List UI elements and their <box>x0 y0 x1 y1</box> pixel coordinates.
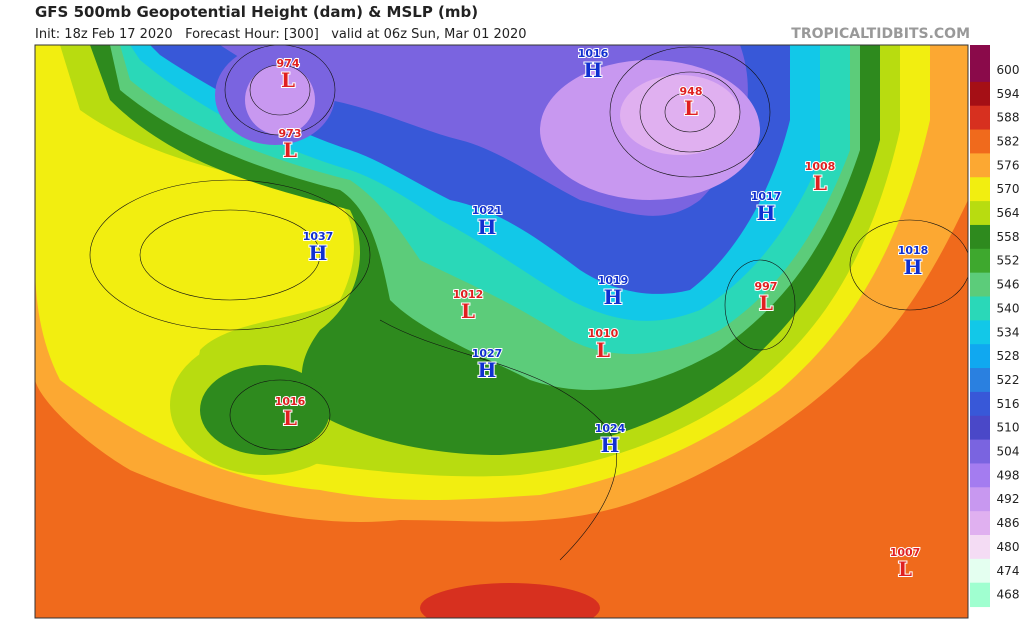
colorbar-cell <box>970 415 990 441</box>
colorbar-label: 528 <box>997 349 1020 363</box>
colorbar-cell <box>970 487 990 512</box>
colorbar-label: 546 <box>997 278 1020 292</box>
colorbar-label: 588 <box>997 111 1020 125</box>
center-value: 1012 <box>453 288 484 301</box>
center-value: 1037 <box>303 230 334 243</box>
colorbar-cell <box>970 129 990 154</box>
colorbar-cell <box>970 296 990 321</box>
colorbar-cell <box>970 272 990 297</box>
colorbar-label: 522 <box>997 373 1020 387</box>
colorbar-cell <box>970 511 990 536</box>
source: TROPICALTIDBITS.COM <box>791 26 970 42</box>
center-letter: H <box>757 201 776 225</box>
center-value: 973 <box>279 127 302 140</box>
center-letter: L <box>283 406 297 430</box>
colorbar-label: 594 <box>997 87 1020 101</box>
center-letter: H <box>478 358 497 382</box>
center-letter: L <box>759 291 773 315</box>
colorbar-cell <box>970 582 990 608</box>
colorbar-label: 474 <box>997 564 1020 578</box>
colorbar-label: 540 <box>997 301 1020 315</box>
center-letter: L <box>596 338 610 362</box>
colorbar-cell <box>970 391 990 417</box>
colorbar-label: 516 <box>997 397 1020 411</box>
center-value: 1016 <box>275 395 306 408</box>
center-value: 1010 <box>588 327 619 340</box>
colorbar: 600 594 588 582 576 570 564 558 552 546 540 534 528 5… <box>970 45 1020 608</box>
center-letter: H <box>584 58 603 82</box>
colorbar-label: 492 <box>997 492 1020 506</box>
center-value: 1021 <box>472 204 503 217</box>
colorbar-label: 510 <box>997 421 1020 435</box>
colorbar-cell <box>970 368 990 393</box>
center-value: 1019 <box>598 274 629 287</box>
colorbar-cell <box>970 320 990 345</box>
colorbar-cell <box>970 201 990 226</box>
center-value: 1027 <box>472 347 503 360</box>
center-value: 948 <box>680 85 703 98</box>
height-field <box>34 44 969 619</box>
center-letter: L <box>684 96 698 120</box>
colorbar-label: 600 <box>997 63 1020 77</box>
colorbar-label: 570 <box>997 182 1020 196</box>
colorbar-label: 558 <box>997 230 1020 244</box>
center-value: 1016 <box>578 47 609 60</box>
colorbar-label: 498 <box>997 468 1020 482</box>
colorbar-cell <box>970 105 990 131</box>
center-letter: H <box>604 285 623 309</box>
center-value: 974 <box>277 57 300 70</box>
colorbar-cell <box>970 58 990 83</box>
colorbar-label: 468 <box>997 588 1020 602</box>
center-letter: L <box>461 299 475 323</box>
center-letter: L <box>281 68 295 92</box>
colorbar-label: 552 <box>997 254 1020 268</box>
colorbar-cell <box>970 463 990 488</box>
pressure-centers: 974L973L1037H1016L1027H1012L1021H1016H94… <box>274 46 930 582</box>
colorbar-label: 504 <box>997 445 1020 459</box>
center-letter: L <box>283 138 297 162</box>
center-letter: H <box>904 255 923 279</box>
colorbar-cell <box>970 224 990 250</box>
center-value: 1007 <box>890 546 921 559</box>
center-value: 997 <box>755 280 778 293</box>
center-value: 1018 <box>898 244 929 257</box>
colorbar-label: 480 <box>997 540 1020 554</box>
center-letter: H <box>601 433 620 457</box>
colorbar-cell <box>970 248 990 274</box>
colorbar-cell <box>970 177 990 202</box>
colorbar-top <box>970 45 990 58</box>
colorbar-label: 564 <box>997 206 1020 220</box>
center-value: 1017 <box>751 190 782 203</box>
center-value: 1008 <box>805 160 836 173</box>
colorbar-cell <box>970 535 990 560</box>
colorbar-cell <box>970 81 990 107</box>
colorbar-cell <box>970 558 990 584</box>
center-letter: H <box>309 241 328 265</box>
title: GFS 500mb Geopotential Height (dam) & MS… <box>35 3 478 21</box>
colorbar-label: 576 <box>997 158 1020 172</box>
colorbar-label: 534 <box>997 325 1020 339</box>
center-letter: L <box>813 171 827 195</box>
colorbar-cell <box>970 344 990 369</box>
center-value: 1024 <box>595 422 626 435</box>
colorbar-label: 486 <box>997 516 1020 530</box>
colorbar-cell <box>970 153 990 178</box>
center-letter: H <box>478 215 497 239</box>
subtitle: Init: 18z Feb 17 2020 Forecast Hour: [30… <box>35 27 527 42</box>
colorbar-label: 582 <box>997 134 1020 148</box>
center-letter: L <box>898 557 912 581</box>
colorbar-cell <box>970 439 990 464</box>
